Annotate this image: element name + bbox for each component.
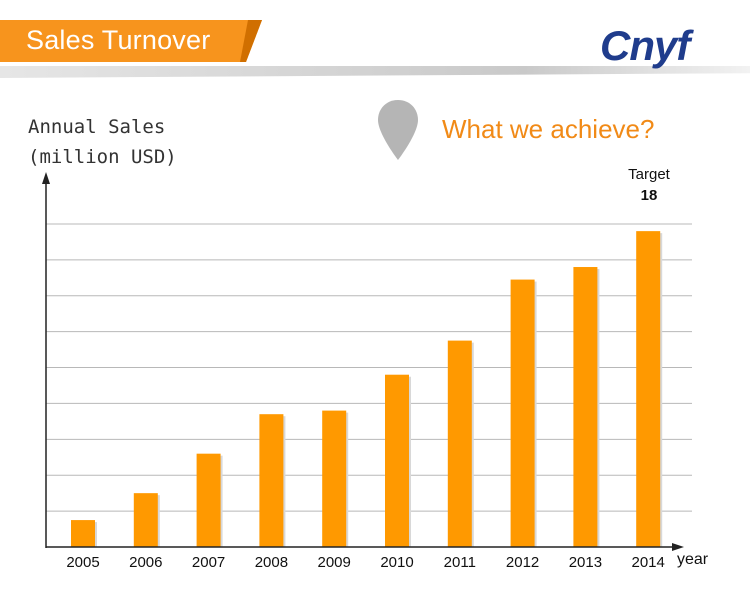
- header-banner: Sales Turnover: [0, 20, 262, 62]
- bar-2009: [322, 410, 347, 547]
- bar-2013: [573, 267, 598, 547]
- x-tick-label-2008: 2008: [255, 554, 288, 571]
- x-tick-label-2006: 2006: [129, 554, 162, 571]
- bar-2012: [510, 279, 535, 547]
- x-tick-label-2010: 2010: [380, 554, 413, 571]
- x-tick-label-2009: 2009: [318, 554, 351, 571]
- bars-group: [71, 231, 663, 547]
- x-tick-label-2013: 2013: [569, 554, 602, 571]
- target-annotation-label: Target: [628, 166, 670, 183]
- target-annotation-value: 18: [640, 187, 658, 204]
- x-tick-label-2014: 2014: [632, 554, 665, 571]
- brand-logo: Cnyf: [600, 22, 690, 69]
- headline: What we achieve?: [442, 114, 655, 144]
- y-axis-arrow-icon: [42, 172, 50, 184]
- x-tick-label-2012: 2012: [506, 554, 539, 571]
- target-annotation: Target 18: [610, 164, 688, 206]
- x-axis-arrow-icon: [672, 543, 684, 551]
- y-axis-label: Annual Sales (million USD): [28, 116, 177, 168]
- map-pin-icon: [378, 100, 418, 160]
- x-tick-label-2011: 2011: [444, 554, 476, 571]
- axes: [42, 172, 684, 551]
- x-axis-label: year: [677, 551, 709, 568]
- x-tick-labels: 2005 2006 2007 2008 2009 2010 2011 2012 2013 2014: [66, 554, 665, 571]
- bar-2014: [636, 231, 661, 547]
- x-tick-label-2005: 2005: [66, 554, 99, 571]
- bar-2007: [196, 453, 221, 547]
- bar-2008: [259, 414, 284, 547]
- bar-2006: [133, 493, 158, 547]
- bar-2010: [385, 374, 409, 547]
- bar-2005: [71, 520, 95, 547]
- bar-2011: [447, 340, 472, 547]
- x-tick-label-2007: 2007: [192, 554, 225, 571]
- header-banner-shape: [0, 20, 262, 62]
- page-title: Sales Turnover: [26, 25, 211, 55]
